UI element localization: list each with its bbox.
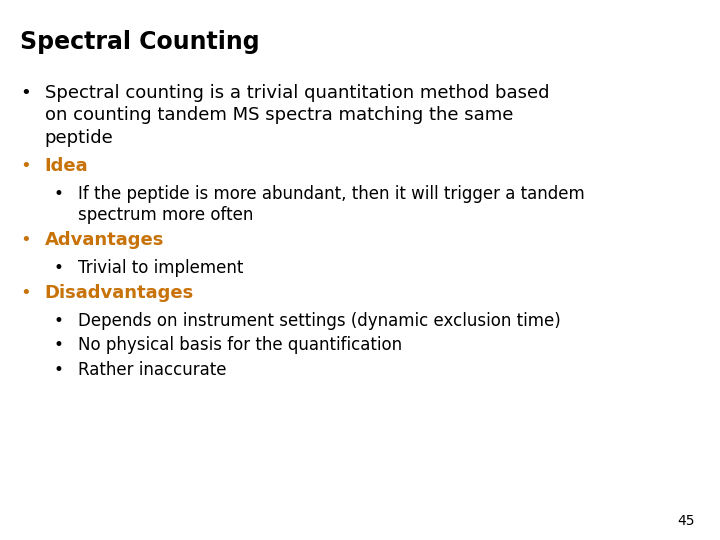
Text: Spectral Counting: Spectral Counting (20, 30, 260, 53)
Text: If the peptide is more abundant, then it will trigger a tandem: If the peptide is more abundant, then it… (78, 185, 585, 203)
Text: •: • (54, 312, 64, 329)
Text: Advantages: Advantages (45, 231, 164, 248)
Text: Depends on instrument settings (dynamic exclusion time): Depends on instrument settings (dynamic … (78, 312, 560, 329)
Text: No physical basis for the quantification: No physical basis for the quantification (78, 336, 402, 354)
Text: Rather inaccurate: Rather inaccurate (78, 361, 226, 379)
Text: 45: 45 (678, 514, 695, 528)
Text: •: • (20, 231, 31, 248)
Text: •: • (54, 361, 64, 379)
Text: Spectral counting is a trivial quantitation method based: Spectral counting is a trivial quantitat… (45, 84, 549, 102)
Text: Disadvantages: Disadvantages (45, 284, 194, 301)
Text: spectrum more often: spectrum more often (78, 206, 253, 224)
Text: •: • (54, 336, 64, 354)
Text: •: • (54, 259, 64, 276)
Text: •: • (54, 185, 64, 203)
Text: peptide: peptide (45, 129, 113, 147)
Text: on counting tandem MS spectra matching the same: on counting tandem MS spectra matching t… (45, 106, 513, 124)
Text: Idea: Idea (45, 157, 89, 175)
Text: •: • (20, 284, 31, 301)
Text: •: • (20, 84, 31, 102)
Text: •: • (20, 157, 31, 175)
Text: Trivial to implement: Trivial to implement (78, 259, 243, 276)
